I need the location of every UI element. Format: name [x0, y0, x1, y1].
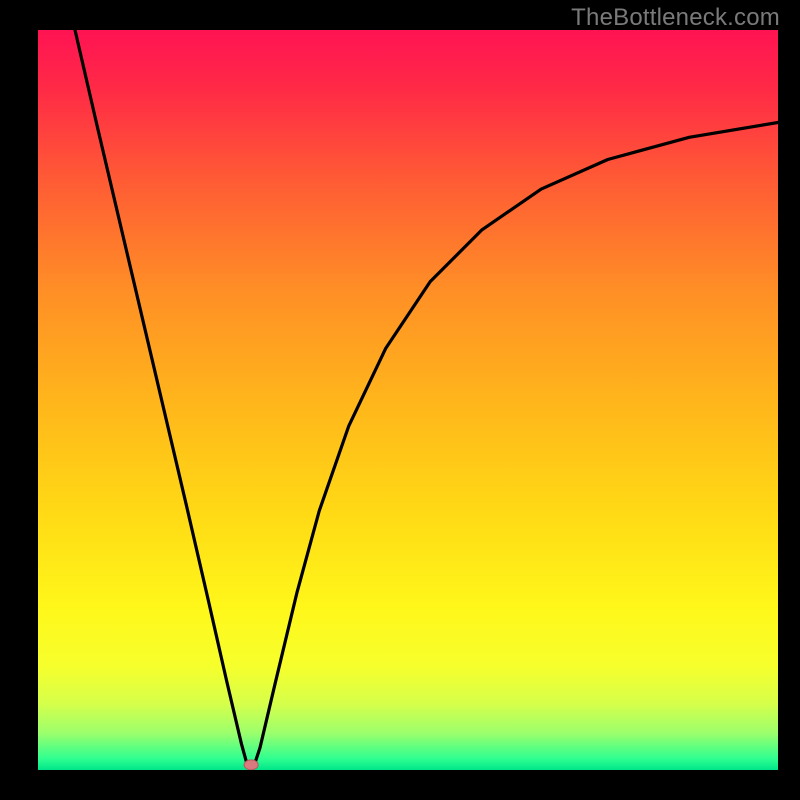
curve-path [75, 30, 778, 766]
minimum-marker [244, 760, 258, 770]
plot-area [38, 30, 778, 770]
watermark-text: TheBottleneck.com [571, 4, 780, 32]
bottleneck-curve [38, 30, 778, 770]
